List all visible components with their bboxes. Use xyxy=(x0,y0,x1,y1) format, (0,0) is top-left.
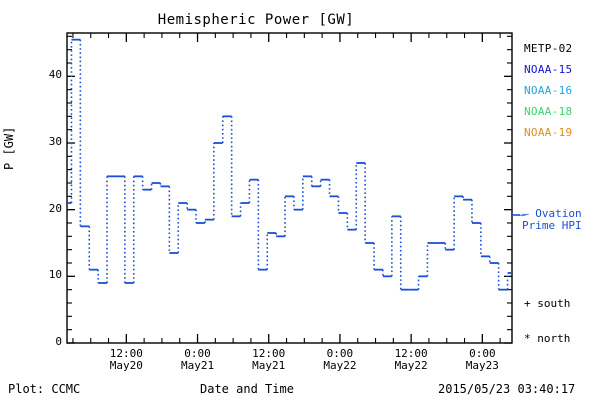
ovation-prime-hpi-series xyxy=(68,38,511,291)
x-axis-tick-label: 0:00 May22 xyxy=(323,347,357,372)
legend-marker-label-north: north xyxy=(530,332,571,345)
satellite-legend: METP-02 NOAA-15 NOAA-16 NOAA-18 NOAA-19 xyxy=(524,42,572,147)
page-title: Hemispheric Power [GW] xyxy=(157,12,355,28)
ovation-legend-line2: Prime HPI xyxy=(522,219,582,232)
x-axis-title: Date and Time xyxy=(200,382,294,396)
y-axis-ticks xyxy=(67,35,512,344)
marker-legend: + south * north xyxy=(524,297,570,367)
legend-marker-north: * north xyxy=(524,332,570,345)
legend-item-metp-02: METP-02 xyxy=(524,42,573,55)
y-axis-tick-label: 20 xyxy=(48,201,62,215)
x-axis-tick-label: 0:00 May23 xyxy=(465,347,499,372)
x-axis-tick-label: 12:00 May22 xyxy=(394,347,428,372)
y-axis-tick-label: 0 xyxy=(55,335,62,348)
legend-marker-south: + south xyxy=(524,297,570,310)
legend-item-noaa-16: NOAA-16 xyxy=(524,84,573,97)
x-axis-tick-label: 0:00 May21 xyxy=(180,347,215,372)
legend-item-noaa-15: NOAA-15 xyxy=(524,63,573,76)
legend-marker-label-south: south xyxy=(530,297,571,310)
y-axis-tick-label: 30 xyxy=(48,135,62,148)
legend-item-noaa-18: NOAA-18 xyxy=(524,105,573,118)
y-axis-tick-label: 40 xyxy=(48,68,62,82)
ovation-legend-dash: – xyxy=(519,208,526,221)
ovation-legend-line1: — Ovation xyxy=(522,207,582,220)
legend-marker-symbol-north: * xyxy=(524,332,531,345)
y-axis-tick-label: 10 xyxy=(48,268,62,282)
x-axis-tick-label: 12:00 May20 xyxy=(109,347,143,372)
plot-credit: Plot: CCMC xyxy=(8,382,81,396)
legend-item-noaa-19: NOAA-19 xyxy=(524,126,573,139)
x-axis-tick-label: 12:00 May21 xyxy=(252,347,286,372)
axis-frame xyxy=(66,32,513,344)
ovation-legend-label: — Ovation Prime HPI xyxy=(522,208,582,232)
x-axis-ticks xyxy=(72,33,501,343)
generated-timestamp: 2015/05/23 03:40:17 xyxy=(438,382,576,396)
legend-marker-symbol-south: + xyxy=(524,297,531,310)
